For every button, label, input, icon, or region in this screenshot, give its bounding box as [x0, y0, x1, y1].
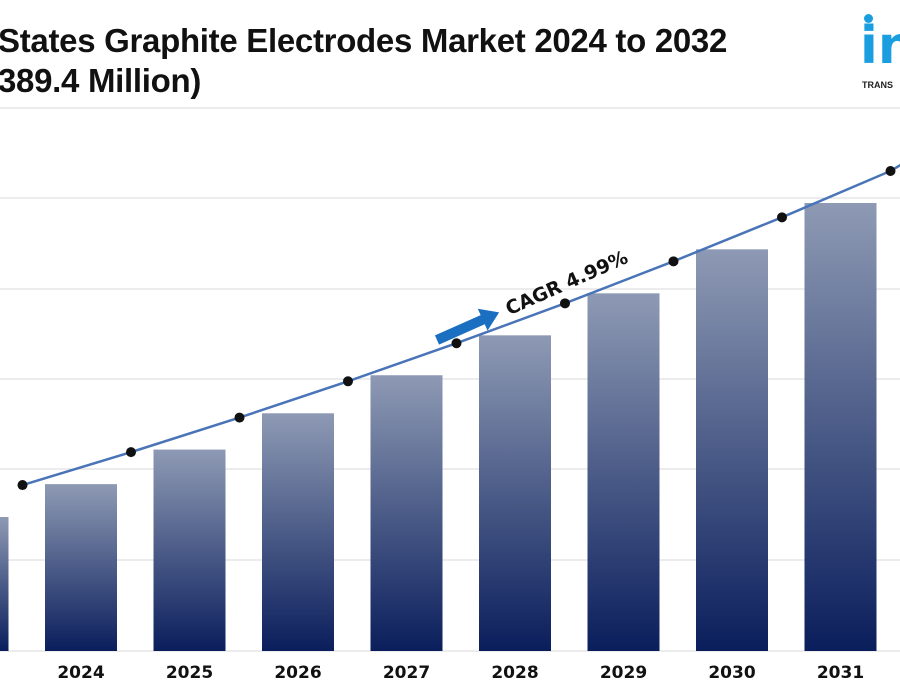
x-tick-label: 2024 — [57, 663, 104, 683]
bar-2024 — [45, 484, 117, 651]
bar-2031 — [804, 202, 877, 651]
bar-2029 — [587, 293, 660, 651]
x-tick-label: 2030 — [708, 663, 755, 683]
company-logo: in TRANS — [860, 8, 900, 93]
trend-point — [560, 298, 570, 309]
logo-mark: in — [860, 16, 900, 76]
x-tick-label: 2026 — [274, 663, 321, 683]
arrow-icon — [434, 308, 500, 345]
chart-title-line-2: 389.4 Million) — [0, 62, 202, 99]
x-tick-label: 2027 — [383, 663, 430, 683]
trend-point — [885, 165, 896, 176]
trend-line — [22, 163, 900, 487]
trend-point — [668, 256, 679, 267]
bar-2023 — [0, 517, 9, 651]
x-tick-label: 2025 — [166, 663, 213, 683]
trend-point — [126, 447, 136, 458]
bar-2028 — [479, 335, 551, 651]
x-tick-label: 2028 — [491, 663, 538, 683]
logo-dot — [864, 14, 873, 23]
logo-subtext: TRANS — [862, 80, 893, 90]
x-tick-label: 2029 — [600, 663, 647, 683]
trend-point — [234, 412, 245, 423]
bar-2025 — [153, 449, 226, 651]
bar-2026 — [262, 413, 334, 651]
x-tick-label: 2031 — [817, 663, 864, 683]
chart-title-line-1: States Graphite Electrodes Market 2024 t… — [0, 22, 728, 59]
trend-point — [17, 480, 28, 491]
bar-2027 — [370, 375, 443, 651]
trend-point — [777, 212, 787, 223]
bar-2030 — [696, 249, 768, 651]
trend-point — [343, 376, 353, 387]
trend-point — [451, 338, 462, 349]
